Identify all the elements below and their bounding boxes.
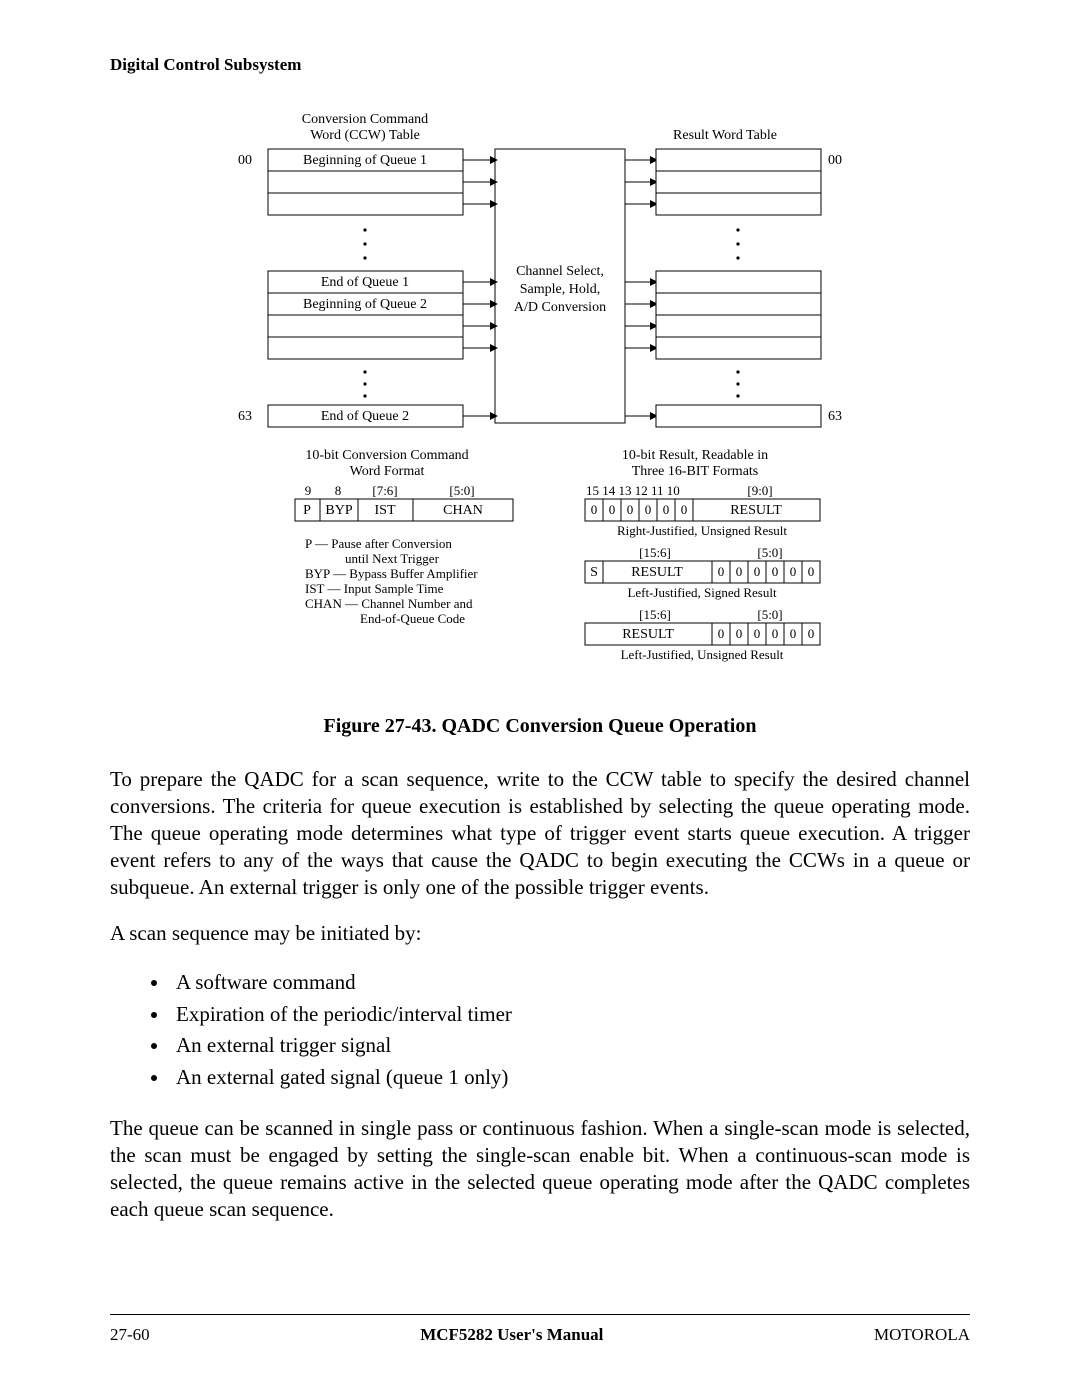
svg-text:CHAN: CHAN — [443, 503, 483, 518]
resfmt-title1: 10-bit Result, Readable in — [622, 448, 768, 463]
list-item: An external trigger signal — [170, 1030, 970, 1062]
svg-text:End of Queue 1: End of Queue 1 — [321, 275, 409, 290]
svg-text:[7:6]: [7:6] — [372, 483, 397, 498]
lju-caption: Left-Justified, Unsigned Result — [621, 647, 784, 662]
footer-manual-title: MCF5282 User's Manual — [420, 1325, 603, 1345]
list-item: A software command — [170, 967, 970, 999]
svg-text:0: 0 — [754, 564, 761, 579]
svg-text:RESULT: RESULT — [730, 503, 782, 518]
svg-text:S: S — [590, 565, 598, 580]
idx-63-left: 63 — [238, 409, 252, 424]
center-l1: Channel Select, — [516, 264, 604, 279]
page-footer: 27-60 MCF5282 User's Manual MOTOROLA — [110, 1314, 970, 1345]
center-l3: A/D Conversion — [514, 300, 606, 315]
svg-text:0: 0 — [772, 626, 779, 641]
result-row-0 — [656, 149, 821, 171]
svg-text:0: 0 — [772, 564, 779, 579]
idx-00-left: 00 — [238, 153, 252, 168]
footer-company: MOTOROLA — [874, 1325, 970, 1345]
svg-text:0: 0 — [591, 502, 598, 517]
legend-l6: End-of-Queue Code — [360, 611, 465, 626]
svg-text:[9:0]: [9:0] — [747, 483, 772, 498]
result-fmt-lju: RESULT 0 0 0 0 0 0 — [585, 623, 820, 645]
page: Digital Control Subsystem Conversion Com… — [0, 0, 1080, 1397]
ljs-caption: Left-Justified, Signed Result — [627, 585, 777, 600]
section-header: Digital Control Subsystem — [110, 55, 970, 75]
svg-text:[15:6]: [15:6] — [639, 607, 671, 622]
result-row-1 — [656, 171, 821, 193]
paragraph-2: A scan sequence may be initiated by: — [110, 920, 970, 947]
svg-text:BYP: BYP — [325, 503, 352, 518]
footer-page-number: 27-60 — [110, 1325, 150, 1345]
qadc-diagram-svg: Conversion Command Word (CCW) Table Resu… — [160, 105, 920, 695]
svg-text:0: 0 — [736, 626, 743, 641]
ccwfmt-title2: Word Format — [350, 464, 425, 479]
ccw-title-2: Word (CCW) Table — [310, 128, 420, 143]
legend-l5: CHAN — Channel Number and — [305, 596, 473, 611]
ccw-format-box: P BYP IST CHAN — [295, 499, 513, 521]
legend-l4: IST — Input Sample Time — [305, 581, 444, 596]
svg-text:[5:0]: [5:0] — [449, 483, 474, 498]
result-fmt-ljs: S RESULT 0 0 0 0 0 0 — [585, 561, 820, 583]
svg-text:0: 0 — [754, 626, 761, 641]
svg-text:Beginning of Queue 2: Beginning of Queue 2 — [303, 297, 427, 312]
svg-text:0: 0 — [790, 564, 797, 579]
result-row-2 — [656, 193, 821, 215]
svg-text:15 14 13 12 11 10: 15 14 13 12 11 10 — [586, 483, 680, 498]
svg-text:9: 9 — [305, 483, 312, 498]
svg-text:RESULT: RESULT — [622, 627, 674, 642]
rj-caption: Right-Justified, Unsigned Result — [617, 523, 787, 538]
svg-text:[15:6]: [15:6] — [639, 545, 671, 560]
figure-27-43: Conversion Command Word (CCW) Table Resu… — [160, 105, 920, 695]
result-row-5 — [656, 315, 821, 337]
svg-text:IST: IST — [375, 503, 396, 518]
result-row-6 — [656, 337, 821, 359]
idx-00-right: 00 — [828, 153, 842, 168]
svg-text:0: 0 — [609, 502, 616, 517]
svg-text:0: 0 — [790, 626, 797, 641]
svg-text:[5:0]: [5:0] — [757, 607, 782, 622]
svg-text:0: 0 — [736, 564, 743, 579]
svg-text:8: 8 — [335, 483, 342, 498]
legend-l2: until Next Trigger — [345, 551, 440, 566]
resfmt-title2: Three 16-BIT Formats — [632, 464, 759, 479]
svg-text:RESULT: RESULT — [631, 565, 683, 580]
svg-text:0: 0 — [718, 564, 725, 579]
list-item: An external gated signal (queue 1 only) — [170, 1062, 970, 1094]
ccw-title-1: Conversion Command — [302, 112, 428, 127]
svg-text:0: 0 — [627, 502, 634, 517]
svg-text:0: 0 — [808, 564, 815, 579]
paragraph-3: The queue can be scanned in single pass … — [110, 1115, 970, 1223]
result-title: Result Word Table — [673, 128, 777, 143]
result-row-4 — [656, 293, 821, 315]
result-row-7 — [656, 405, 821, 427]
svg-text:0: 0 — [808, 626, 815, 641]
list-item: Expiration of the periodic/interval time… — [170, 999, 970, 1031]
svg-text:0: 0 — [718, 626, 725, 641]
svg-text:End of Queue 2: End of Queue 2 — [321, 409, 409, 424]
svg-text:0: 0 — [681, 502, 688, 517]
legend-l3: BYP — Bypass Buffer Amplifier — [305, 566, 478, 581]
ccwfmt-title1: 10-bit Conversion Command — [305, 448, 468, 463]
svg-text:P: P — [303, 503, 311, 518]
svg-text:0: 0 — [645, 502, 652, 517]
svg-text:Beginning of Queue 1: Beginning of Queue 1 — [303, 153, 427, 168]
figure-caption: Figure 27-43. QADC Conversion Queue Oper… — [110, 715, 970, 738]
svg-text:[5:0]: [5:0] — [757, 545, 782, 560]
paragraph-1: To prepare the QADC for a scan sequence,… — [110, 766, 970, 900]
svg-text:0: 0 — [663, 502, 670, 517]
legend-l1: P — Pause after Conversion — [305, 536, 452, 551]
center-l2: Sample, Hold, — [520, 282, 601, 297]
idx-63-right: 63 — [828, 409, 842, 424]
result-row-3 — [656, 271, 821, 293]
result-fmt-rj: 0 0 0 0 0 0 RESULT — [585, 499, 820, 521]
scan-initiators-list: A software command Expiration of the per… — [170, 967, 970, 1093]
